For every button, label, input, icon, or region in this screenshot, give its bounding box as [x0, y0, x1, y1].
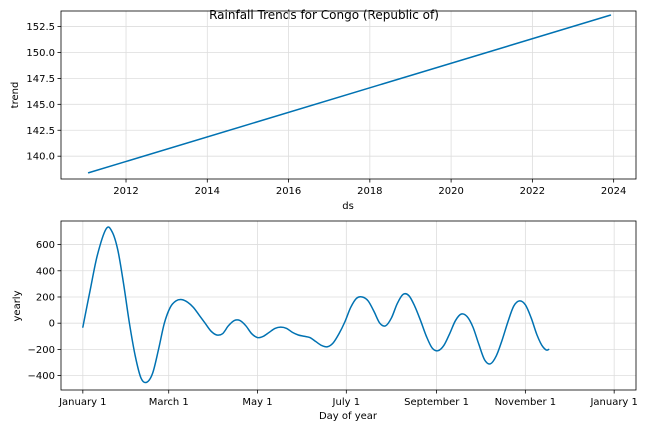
- yearly-y-ticks: −400 −200 0 200 400 600: [28, 240, 61, 382]
- yearly-y-tick-label: 200: [36, 292, 55, 303]
- trend-panel: 2012 2014 2016 2018 2020 2022 2024 140.0142.51…: [10, 10, 637, 212]
- yearly-panel: January 1 March 1 May 1 July 1 September 1 No…: [12, 220, 638, 422]
- trend-y-axis-label: trend: [10, 82, 21, 109]
- trend-y-ticks: 140.0 142.5 145.0 147.5 150.0 152.5: [26, 22, 61, 163]
- trend-x-axis-label: ds: [342, 201, 354, 212]
- yearly-y-tick-label: 400: [36, 266, 55, 277]
- trend-y-tick-label: 142.5: [26, 126, 55, 137]
- yearly-y-tick-label: 600: [36, 240, 55, 251]
- yearly-y-tick-label: −200: [28, 345, 55, 356]
- yearly-x-tick-label: November 1: [495, 397, 557, 408]
- trend-x-tick-label: 2014: [195, 186, 220, 197]
- trend-x-tick-label: 2020: [438, 186, 463, 197]
- trend-x-tick-label: 2022: [520, 186, 545, 197]
- trend-y-tick-label: 152.5: [26, 22, 55, 33]
- yearly-axes-frame: [60, 220, 637, 391]
- trend-series-line: [87, 14, 612, 174]
- yearly-x-tick-label: September 1: [404, 397, 469, 408]
- trend-y-tick-label: 147.5: [26, 74, 55, 85]
- yearly-x-tick-label: May 1: [242, 397, 272, 408]
- trend-x-tick-label: 2012: [113, 186, 138, 197]
- yearly-x-tick-label: January 1: [58, 397, 106, 408]
- yearly-series-line: [82, 226, 550, 384]
- trend-y-tick-label: 150.0: [26, 48, 55, 59]
- chart-title: Rainfall Trends for Congo (Republic of): [209, 8, 439, 22]
- yearly-x-tick-label: July 1: [332, 397, 361, 408]
- trend-x-tick-label: 2016: [276, 186, 301, 197]
- yearly-x-axis-label: Day of year: [319, 411, 378, 422]
- trend-series: [87, 14, 612, 174]
- yearly-series: [82, 226, 550, 384]
- yearly-y-tick-label: −400: [28, 371, 55, 382]
- trend-x-ticks: 2012 2014 2016 2018 2020 2022 2024: [113, 179, 626, 197]
- trend-axes-frame: [60, 10, 637, 180]
- yearly-x-ticks: January 1 March 1 May 1 July 1 September 1 No…: [58, 390, 638, 408]
- trend-y-tick-label: 145.0: [26, 100, 55, 111]
- trend-x-tick-label: 2024: [601, 186, 626, 197]
- trend-y-tick-label: 140.0: [26, 152, 55, 163]
- yearly-y-axis-label: yearly: [12, 290, 23, 321]
- yearly-x-tick-label: January 1: [589, 397, 637, 408]
- yearly-y-tick-label: 0: [49, 319, 55, 330]
- yearly-x-tick-label: March 1: [149, 397, 189, 408]
- trend-x-tick-label: 2018: [357, 186, 382, 197]
